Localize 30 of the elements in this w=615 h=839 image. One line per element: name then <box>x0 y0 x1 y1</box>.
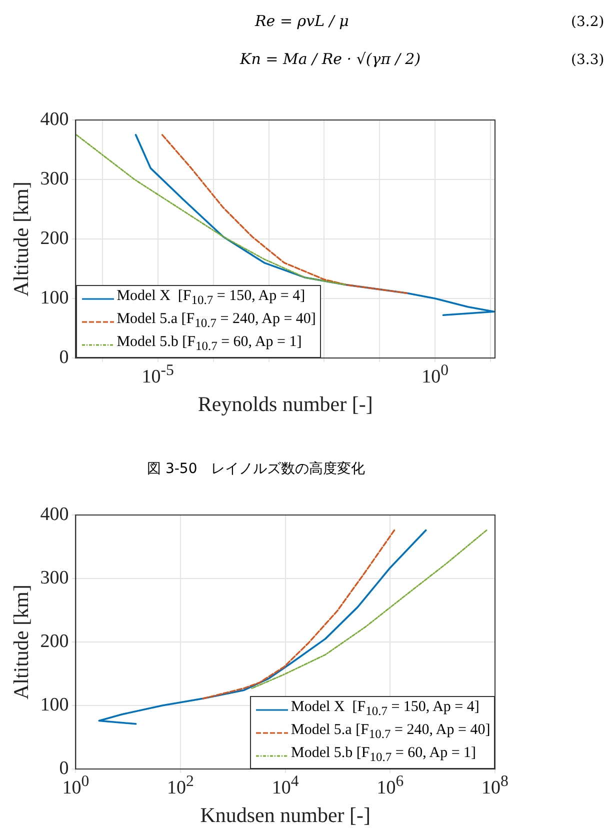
x-tick-label: 10$^{0}$ <box>422 362 449 388</box>
x-tick-label: 10$^{6}$ <box>376 773 404 800</box>
y-tick-label: 300 <box>40 567 69 588</box>
y-tick-label: 200 <box>40 228 69 249</box>
legend-label: Model 5.a [F$_{10.7}$ = 240, Ap = 40] <box>116 310 316 332</box>
legend-label: Model 5.b [F$_{10.7}$ = 60, Ap = 1] <box>116 333 302 355</box>
y-tick-label: 100 <box>40 694 69 716</box>
y-tick-label: 200 <box>40 630 69 652</box>
caption: 図 3-50 レイノルズ数の高度変化 <box>147 460 366 478</box>
y-axis-title: Altitude [km] <box>9 182 34 296</box>
x-tick-label: 10$^{4}$ <box>272 773 299 800</box>
legend-label: Model X [F$_{10.7}$ = 150, Ap = 4] <box>291 698 480 720</box>
y-tick-label: 100 <box>40 287 69 308</box>
text: Kn = Ma / Re · √(γπ / 2) <box>240 50 421 68</box>
x-axis-title: Knudsen number [-] <box>200 802 370 827</box>
text: (3.2) <box>571 14 604 30</box>
x-tick-label: 10$^{2}$ <box>167 773 194 800</box>
x-axis-title: Reynolds number [-] <box>198 392 373 416</box>
x-tick-label: 10$^{-5}$ <box>142 362 174 388</box>
y-axis-title: Altitude [km] <box>9 584 34 700</box>
y-tick-label: 400 <box>40 108 69 130</box>
legend-label: Model 5.b [F$_{10.7}$ = 60, Ap = 1] <box>291 744 476 766</box>
legend-label: Model 5.a [F$_{10.7}$ = 240, Ap = 40] <box>291 721 490 743</box>
y-tick-label: 0 <box>59 346 69 368</box>
legend-label: Model X [F$_{10.7}$ = 150, Ap = 4] <box>116 287 306 309</box>
y-tick-label: 300 <box>40 168 69 190</box>
y-tick-label: 400 <box>40 504 69 525</box>
text: Re = ρvL / μ <box>255 12 349 30</box>
x-tick-label: 10$^{8}$ <box>482 773 508 800</box>
text: (3.3) <box>571 52 604 68</box>
